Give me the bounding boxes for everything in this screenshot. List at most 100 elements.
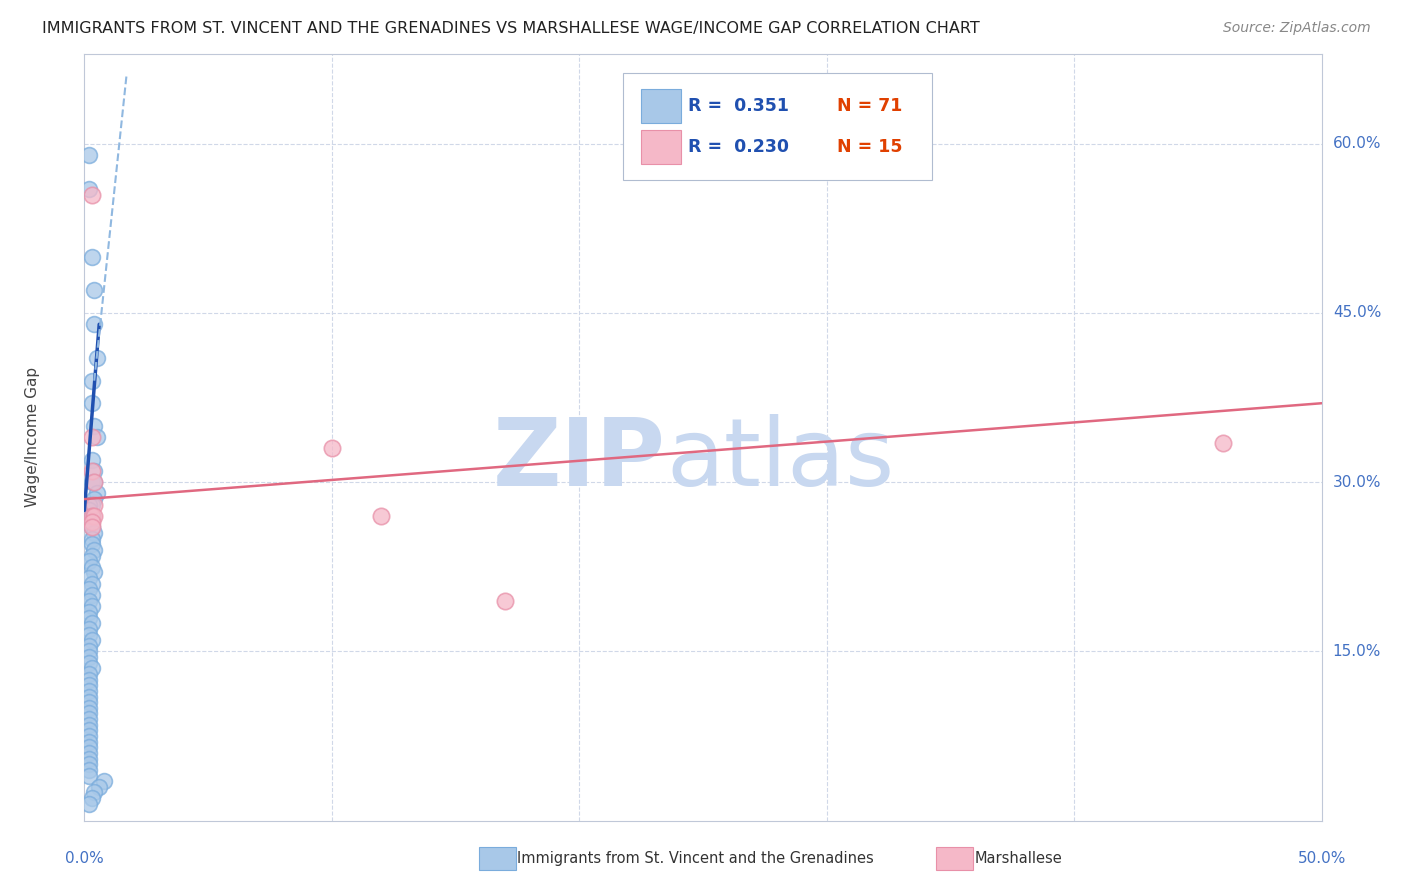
Point: [83, 498, 105, 512]
Point: [80, 475, 103, 490]
Point: [80, 509, 103, 524]
Text: Immigrants from St. Vincent and the Grenadines: Immigrants from St. Vincent and the Gren…: [517, 851, 875, 865]
Point: [83, 464, 105, 478]
Point: [79, 554, 101, 568]
Text: 0.0%: 0.0%: [65, 851, 104, 866]
Point: [79, 701, 101, 715]
Point: [83, 492, 105, 507]
Point: [86, 430, 108, 444]
Point: [79, 627, 101, 641]
Text: 30.0%: 30.0%: [1333, 475, 1381, 490]
Point: [80, 576, 103, 591]
Point: [79, 610, 101, 624]
Point: [80, 498, 103, 512]
Point: [79, 706, 101, 721]
Point: [80, 396, 103, 410]
Point: [79, 515, 101, 529]
Text: N = 71: N = 71: [837, 96, 903, 115]
Point: [79, 690, 101, 704]
Point: [79, 605, 101, 619]
Point: [79, 751, 101, 765]
Point: [79, 695, 101, 709]
Point: [80, 549, 103, 563]
Point: [79, 797, 101, 811]
FancyBboxPatch shape: [641, 130, 681, 164]
Text: 50.0%: 50.0%: [1298, 851, 1346, 866]
Point: [80, 520, 103, 534]
FancyBboxPatch shape: [623, 73, 932, 180]
Point: [79, 717, 101, 731]
Point: [79, 678, 101, 692]
Point: [86, 486, 108, 500]
Point: [321, 442, 343, 456]
Text: Source: ZipAtlas.com: Source: ZipAtlas.com: [1223, 21, 1371, 35]
Text: atlas: atlas: [666, 414, 894, 506]
Point: [79, 734, 101, 748]
Point: [79, 667, 101, 681]
Point: [79, 723, 101, 738]
Point: [79, 571, 101, 585]
Point: [80, 452, 103, 467]
Point: [80, 559, 103, 574]
Point: [83, 318, 105, 332]
Text: Marshallese: Marshallese: [974, 851, 1062, 865]
Text: 45.0%: 45.0%: [1333, 305, 1381, 320]
Point: [80, 520, 103, 534]
Text: 60.0%: 60.0%: [1333, 136, 1381, 152]
Point: [83, 542, 105, 557]
Point: [80, 250, 103, 264]
Point: [80, 374, 103, 388]
Point: [370, 509, 392, 524]
Point: [80, 430, 103, 444]
Text: R =  0.230: R = 0.230: [688, 138, 789, 156]
Point: [80, 791, 103, 805]
Point: [83, 785, 105, 799]
Point: [494, 593, 516, 607]
Point: [79, 582, 101, 597]
Point: [79, 673, 101, 687]
Text: N = 15: N = 15: [837, 138, 903, 156]
Point: [80, 616, 103, 631]
Point: [80, 633, 103, 648]
Point: [1212, 435, 1234, 450]
Point: [79, 763, 101, 777]
Point: [80, 599, 103, 614]
Point: [83, 284, 105, 298]
Point: [83, 509, 105, 524]
Point: [79, 148, 101, 162]
Text: IMMIGRANTS FROM ST. VINCENT AND THE GRENADINES VS MARSHALLESE WAGE/INCOME GAP CO: IMMIGRANTS FROM ST. VINCENT AND THE GREN…: [42, 21, 980, 36]
Point: [80, 661, 103, 675]
Point: [80, 515, 103, 529]
Point: [89, 780, 111, 794]
Point: [79, 757, 101, 772]
Point: [80, 537, 103, 551]
Text: R =  0.351: R = 0.351: [688, 96, 789, 115]
Point: [79, 593, 101, 607]
Point: [79, 746, 101, 760]
Point: [83, 418, 105, 433]
Point: [86, 351, 108, 365]
Point: [79, 712, 101, 726]
Text: Wage/Income Gap: Wage/Income Gap: [25, 367, 39, 508]
FancyBboxPatch shape: [641, 89, 681, 122]
Point: [79, 650, 101, 665]
Text: 15.0%: 15.0%: [1333, 644, 1381, 659]
Point: [79, 729, 101, 743]
Point: [79, 644, 101, 658]
Point: [83, 475, 105, 490]
Point: [80, 509, 103, 524]
Point: [80, 187, 103, 202]
Point: [79, 768, 101, 782]
Point: [93, 774, 115, 789]
Point: [80, 532, 103, 546]
Point: [79, 498, 101, 512]
Point: [79, 684, 101, 698]
Point: [79, 182, 101, 196]
Text: ZIP: ZIP: [494, 414, 666, 506]
Point: [80, 588, 103, 602]
Point: [79, 622, 101, 636]
Point: [79, 656, 101, 670]
Point: [83, 526, 105, 541]
Point: [79, 503, 101, 517]
Point: [83, 475, 105, 490]
